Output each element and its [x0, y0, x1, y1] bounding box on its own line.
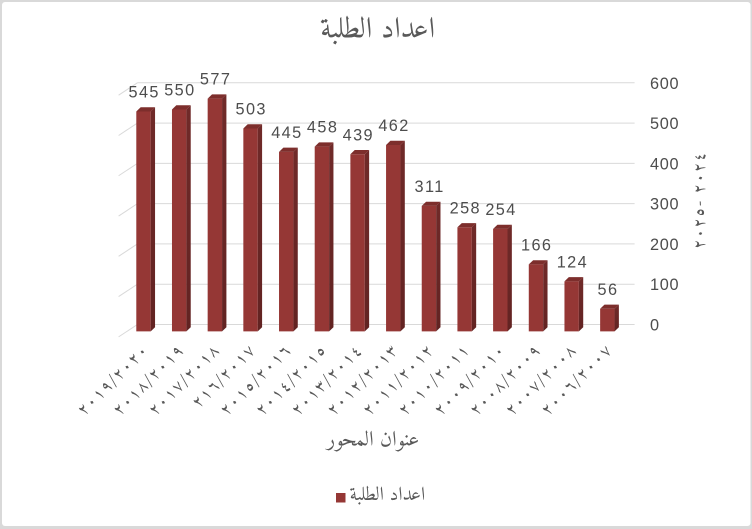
svg-text:445: 445 — [271, 124, 302, 142]
svg-text:500: 500 — [650, 115, 679, 133]
svg-text:166: 166 — [521, 237, 552, 255]
svg-text:56: 56 — [598, 281, 619, 299]
svg-text:462: 462 — [378, 117, 409, 135]
svg-text:458: 458 — [307, 119, 338, 137]
svg-text:311: 311 — [415, 178, 445, 196]
svg-text:503: 503 — [236, 101, 267, 119]
svg-text:124: 124 — [557, 254, 588, 272]
svg-text:258: 258 — [450, 199, 481, 217]
svg-text:545: 545 — [129, 84, 160, 102]
svg-text:300: 300 — [650, 196, 679, 214]
svg-text:100: 100 — [650, 276, 679, 294]
svg-text:400: 400 — [650, 155, 679, 173]
svg-text:0: 0 — [650, 317, 660, 335]
svg-text:577: 577 — [200, 71, 231, 89]
svg-text:550: 550 — [164, 82, 195, 100]
svg-text:439: 439 — [343, 126, 374, 144]
svg-text:600: 600 — [650, 75, 679, 93]
svg-text:254: 254 — [485, 201, 516, 219]
svg-text:200: 200 — [650, 236, 679, 254]
